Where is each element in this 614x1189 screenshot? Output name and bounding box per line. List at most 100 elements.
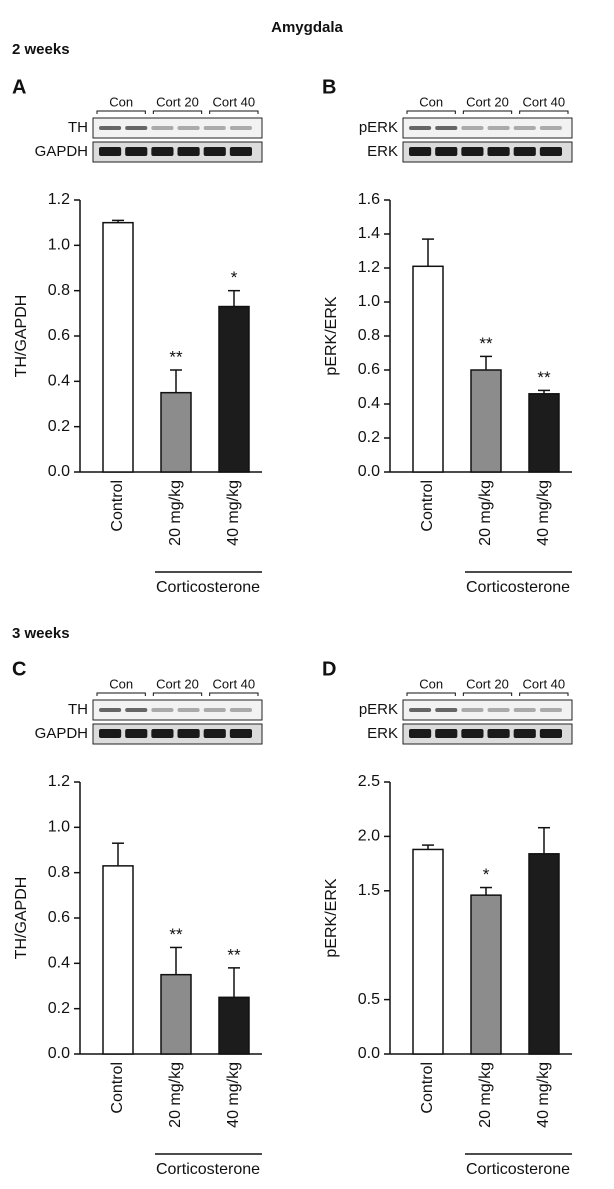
y-tick-label: 1.6 [358,191,380,208]
significance: ** [479,334,493,353]
y-tick-label: 0.0 [358,1045,380,1062]
blot-band [177,126,200,130]
blot-band [513,126,536,130]
y-tick-label: 0.4 [48,373,70,390]
blot-row-label: TH [68,701,88,718]
blot-band [125,708,148,712]
x-tick-label: 20 mg/kg [477,480,494,546]
blot-band [409,126,432,130]
blot-band [539,708,562,712]
bar [470,369,502,473]
bar [102,221,134,473]
x-tick-label: 40 mg/kg [225,480,242,546]
group-label: Corticosterone [466,579,570,596]
bar [528,393,560,473]
blot-row-label: GAPDH [35,143,88,160]
x-tick-label: 20 mg/kg [167,1062,184,1128]
blot-row-label: ERK [367,725,398,742]
blot-band [151,708,174,712]
blot-group-label: Cort 20 [156,94,199,109]
blot-band [487,729,510,738]
y-tick-label: 1.2 [48,773,70,790]
blot-band [513,729,536,738]
y-tick-label: 2.5 [358,773,380,790]
blot-group-label: Cort 40 [523,676,566,691]
blot-band [435,126,458,130]
blot-band [99,708,122,712]
y-tick-label: 0.2 [48,418,70,435]
blot-band [229,147,252,156]
blot-bracket [96,692,146,696]
figure-title: Amygdala [271,19,343,36]
y-tick-label: 0.0 [48,463,70,480]
blot-bracket [519,110,569,114]
significance: ** [537,368,551,387]
significance: * [483,865,490,884]
y-axis-label: pERK/ERK [323,296,340,375]
y-tick-label: 2.0 [358,828,380,845]
blot-bracket [462,110,513,114]
blot-row-label: pERK [359,701,398,718]
blot-band [539,126,562,130]
blot-band [539,147,562,156]
y-tick-label: 1.4 [358,225,380,242]
blot-band [177,708,200,712]
blot-band [151,729,174,738]
blot-group-label: Cort 20 [466,676,509,691]
blot-band [487,126,510,130]
blot-group-label: Con [109,94,133,109]
blot-bracket [209,110,259,114]
blot-bracket [406,692,456,696]
section-label: 3 weeks [12,625,70,642]
blot-band [487,147,510,156]
blot-band [409,708,432,712]
blot-band [177,147,200,156]
blot-group-label: Cort 20 [466,94,509,109]
blot-band [99,729,122,738]
blot-bracket [519,692,569,696]
significance: ** [227,945,241,964]
x-tick-label: Control [419,480,436,532]
blot-band [435,708,458,712]
bar [218,305,250,473]
blot-bracket [152,110,203,114]
blot-band [461,729,484,738]
blot-band [461,147,484,156]
blot-group-label: Con [109,676,133,691]
panel-letter: A [12,76,26,98]
blot-bracket [406,110,456,114]
blot-band [409,729,432,738]
blot-band [487,708,510,712]
y-tick-label: 1.0 [48,819,70,836]
group-label: Corticosterone [156,579,260,596]
blot-band [435,729,458,738]
blot-band [99,126,122,130]
blot-band [229,729,252,738]
blot-row-label: GAPDH [35,725,88,742]
blot-band [539,729,562,738]
blot-band [203,729,226,738]
y-tick-label: 0.2 [48,1000,70,1017]
panel-letter: D [322,658,336,680]
significance: ** [169,925,183,944]
y-tick-label: 0.2 [358,429,380,446]
x-tick-label: Control [109,1062,126,1114]
y-tick-label: 0.0 [48,1045,70,1062]
blot-band [513,147,536,156]
panel-letter: C [12,658,26,680]
blot-band [513,708,536,712]
blot-band [461,708,484,712]
section-label: 2 weeks [12,41,70,58]
group-label: Corticosterone [156,1161,260,1178]
blot-row-label: ERK [367,143,398,160]
blot-band [151,126,174,130]
bar [102,865,134,1055]
bar [412,265,444,473]
y-tick-label: 0.5 [358,991,380,1008]
y-tick-label: 0.8 [48,282,70,299]
blot-band [229,126,252,130]
bar [160,391,192,473]
x-tick-label: 20 mg/kg [477,1062,494,1128]
blot-band [151,147,174,156]
